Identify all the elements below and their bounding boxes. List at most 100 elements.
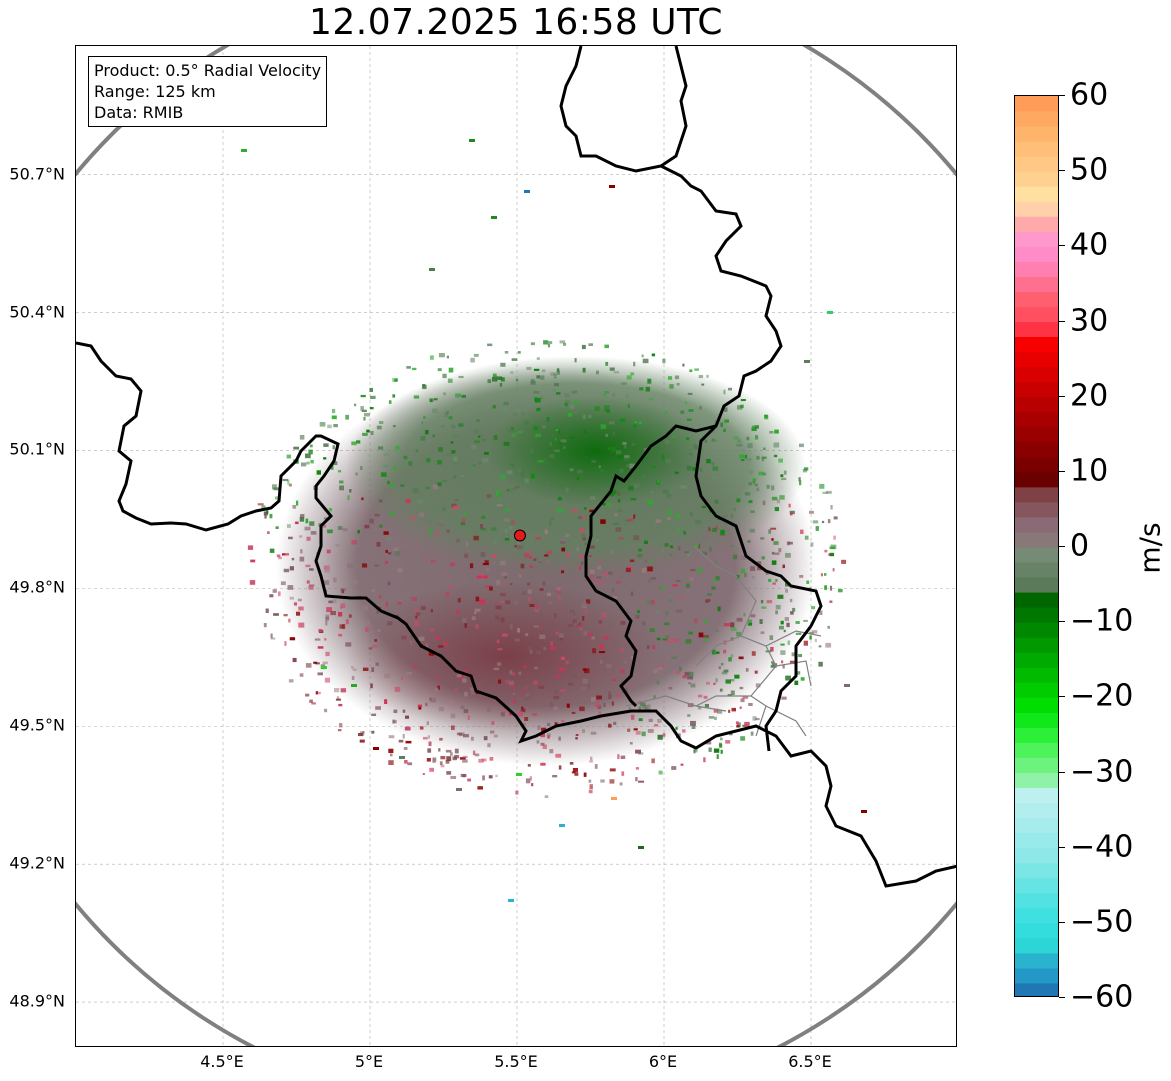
colorbar-tick-mark <box>1059 921 1065 923</box>
colorbar-band <box>1015 336 1058 353</box>
colorbar-tick-mark <box>1059 771 1065 773</box>
colorbar-band <box>1015 486 1058 503</box>
colorbar-tick-mark <box>1059 546 1065 547</box>
colorbar-band <box>1015 501 1058 518</box>
colorbar-tick-label: −10 <box>1070 603 1134 639</box>
country-border-west <box>76 341 956 888</box>
colorbar-band <box>1015 126 1058 142</box>
colorbar-band <box>1015 592 1058 608</box>
radar-site-marker[interactable] <box>513 529 526 542</box>
colorbar-band <box>1015 772 1058 789</box>
colorbar-band <box>1015 802 1058 819</box>
colorbar-band <box>1015 96 1058 112</box>
colorbar-tick-label: 60 <box>1070 77 1109 113</box>
admin-borders <box>625 545 822 737</box>
colorbar-tick-mark <box>1059 95 1065 96</box>
velocity-echoes <box>241 139 867 902</box>
colorbar-band <box>1015 757 1058 773</box>
echo-mass-core-green <box>486 396 706 506</box>
colorbar-band <box>1015 742 1058 758</box>
map-title: 12.07.2025 16:58 UTC <box>308 2 724 43</box>
colorbar-band <box>1015 652 1058 668</box>
longitude-tick-label: 5.5°E <box>494 1052 538 1071</box>
colorbar-tick-mark <box>1059 395 1065 397</box>
latitude-tick-label: 50.7°N <box>9 164 65 184</box>
latitude-tick-label: 49.2°N <box>9 853 65 873</box>
colorbar-tick-label: −30 <box>1070 754 1134 789</box>
colorbar-band <box>1015 622 1058 638</box>
colorbar-tick-label: 30 <box>1070 303 1109 338</box>
colorbar-tick-mark <box>1059 170 1065 172</box>
colorbar-band <box>1015 156 1058 172</box>
colorbar-band <box>1015 952 1058 969</box>
colorbar-band <box>1015 862 1058 879</box>
product-info-box: Product: 0.5° Radial Velocity Range: 125… <box>88 56 328 127</box>
colorbar-band <box>1015 396 1058 413</box>
latitude-tick-label: 49.8°N <box>9 577 65 597</box>
colorbar-band <box>1015 306 1058 322</box>
colorbar-tick-mark <box>1059 696 1065 698</box>
latitude-tick-label: 49.5°N <box>9 715 65 735</box>
colorbar-band <box>1015 261 1058 277</box>
colorbar-band <box>1015 817 1058 834</box>
longitude-tick-label: 5°E <box>354 1052 384 1071</box>
colorbar-band <box>1015 366 1058 383</box>
info-source: Data: RMIB <box>94 103 184 122</box>
colorbar-band <box>1015 141 1058 157</box>
velocity-colorbar <box>1014 95 1059 997</box>
colorbar-band <box>1015 637 1058 653</box>
colorbar-band <box>1015 471 1058 488</box>
colorbar-band <box>1015 201 1058 217</box>
colorbar-band <box>1015 426 1058 443</box>
colorbar-band <box>1015 907 1058 924</box>
colorbar-band <box>1015 547 1058 563</box>
colorbar-band <box>1015 216 1058 232</box>
colorbar-band <box>1015 111 1058 127</box>
longitude-tick-label: 6.5°E <box>788 1052 832 1071</box>
colorbar-band <box>1015 727 1058 743</box>
colorbar-band <box>1015 411 1058 428</box>
colorbar-band <box>1015 456 1058 473</box>
colorbar-band <box>1015 667 1058 683</box>
colorbar-band <box>1015 531 1058 548</box>
colorbar-tick-label: −60 <box>1070 979 1134 1015</box>
colorbar-tick-mark <box>1059 846 1065 848</box>
colorbar-tick-mark <box>1059 997 1065 998</box>
colorbar-band <box>1015 967 1058 984</box>
colorbar-tick-label: 10 <box>1070 453 1109 489</box>
country-border-east <box>559 46 823 752</box>
colorbar-tick-mark <box>1059 245 1065 247</box>
radar-map-panel[interactable] <box>75 45 957 1047</box>
colorbar-unit-label: m/s <box>1133 522 1167 574</box>
radar-map-canvas[interactable] <box>76 46 957 1047</box>
colorbar-tick-label: 0 <box>1070 528 1090 564</box>
latitude-tick-label: 50.1°N <box>9 439 65 459</box>
longitude-tick-label: 4.5°E <box>200 1052 244 1071</box>
colorbar-tick-label: 50 <box>1070 152 1109 188</box>
colorbar-tick-mark <box>1059 470 1065 472</box>
colorbar-band <box>1015 712 1058 728</box>
colorbar-band <box>1015 607 1058 623</box>
colorbar-band <box>1015 321 1058 338</box>
colorbar-band <box>1015 186 1058 202</box>
colorbar-band <box>1015 291 1058 307</box>
colorbar-band <box>1015 381 1058 398</box>
colorbar-band <box>1015 577 1058 593</box>
colorbar-tick-label: −20 <box>1070 678 1134 714</box>
colorbar-band <box>1015 441 1058 458</box>
colorbar-band <box>1015 516 1058 533</box>
colorbar-band <box>1015 276 1058 292</box>
colorbar-band <box>1015 246 1058 262</box>
colorbar-tick-label: 20 <box>1070 378 1109 414</box>
latitude-tick-label: 50.4°N <box>9 302 65 322</box>
info-product: Product: 0.5° Radial Velocity <box>94 61 322 80</box>
colorbar-band <box>1015 562 1058 578</box>
colorbar-tick-label: −50 <box>1070 904 1134 940</box>
colorbar-band <box>1015 231 1058 247</box>
echo-mass-south-red <box>346 581 666 731</box>
colorbar-band <box>1015 877 1058 894</box>
colorbar-band <box>1015 892 1058 909</box>
colorbar-band <box>1015 351 1058 368</box>
info-range: Range: 125 km <box>94 82 216 101</box>
echo-speckles <box>241 139 867 902</box>
